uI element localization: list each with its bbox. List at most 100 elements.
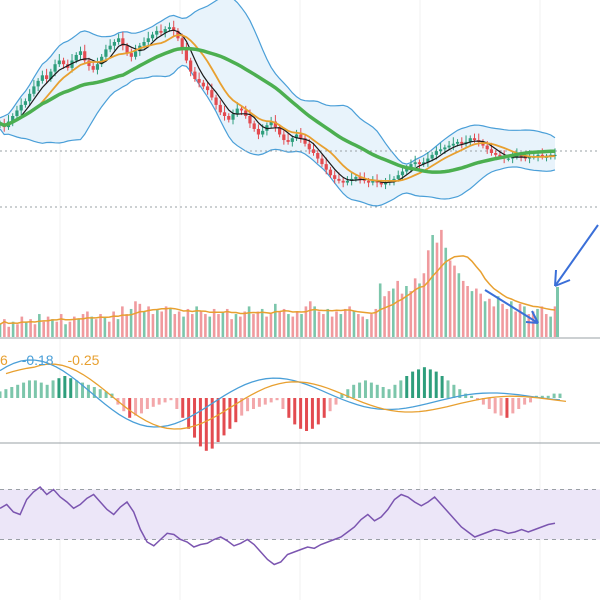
volume-bar	[531, 311, 535, 337]
volume-bar	[46, 316, 50, 337]
candle-body	[328, 169, 333, 176]
volume-bar	[466, 286, 469, 337]
candle-body	[36, 80, 40, 87]
volume-bar	[186, 308, 190, 337]
candle-body	[180, 38, 184, 50]
candle-body	[53, 64, 57, 72]
volume-bar	[116, 319, 120, 337]
macd-hist-bar	[499, 398, 503, 416]
candle-body	[489, 149, 494, 153]
volume-bar	[287, 314, 290, 337]
volume-bar	[164, 306, 168, 337]
volume-bar	[204, 314, 207, 337]
candle-body	[261, 130, 265, 135]
candle-body	[536, 154, 540, 157]
candle-body	[121, 38, 125, 46]
volume-bar	[103, 316, 107, 337]
volume-bar	[173, 314, 177, 337]
volume-bar	[326, 308, 330, 337]
volume-bar	[55, 321, 59, 337]
ma-medium-line	[0, 34, 556, 182]
volume-bar	[169, 308, 172, 337]
candle-body	[129, 53, 133, 57]
macd-hist-bar	[358, 382, 362, 398]
volume-bar	[330, 316, 334, 337]
candle-body	[447, 145, 451, 148]
candle-body	[345, 180, 350, 183]
candle-body	[443, 147, 447, 150]
candle-body	[540, 154, 544, 157]
macd-hist-bar	[552, 393, 556, 398]
macd-hist-bar	[281, 398, 285, 409]
volume-bar	[81, 314, 85, 337]
volume-bar	[505, 308, 509, 337]
macd-hist-bar	[505, 398, 509, 418]
volume-bar	[112, 311, 115, 337]
macd-hist-bar	[411, 371, 415, 398]
volume-bar	[400, 293, 404, 337]
volume-bar	[496, 296, 500, 337]
candle-body	[91, 66, 95, 70]
macd-hist-bar	[328, 398, 332, 412]
candle-body	[472, 138, 477, 141]
volume-bar	[260, 308, 264, 337]
candle-body	[256, 128, 261, 135]
macd-hist-bar	[128, 398, 132, 418]
macd-hist-bar	[299, 398, 303, 429]
candle-body	[235, 108, 239, 115]
candle-body	[218, 104, 222, 113]
volume-bar	[99, 314, 102, 337]
volume-bar	[7, 326, 11, 337]
signal-line	[5, 363, 567, 430]
candle-body	[87, 60, 91, 67]
candle-body	[252, 123, 256, 129]
candle-body	[430, 154, 434, 159]
volume-bar	[195, 306, 198, 337]
volume-bar	[225, 308, 229, 337]
macd-hist-bar	[151, 398, 155, 407]
volume-bar	[3, 319, 6, 337]
macd-hist-bar	[540, 395, 544, 398]
volume-bar	[269, 314, 273, 337]
candle-body	[460, 141, 464, 144]
volume-bar	[239, 316, 242, 337]
macd-hist-bar	[346, 389, 350, 398]
candle-body	[11, 116, 15, 122]
volume-bar	[94, 319, 98, 337]
volume-bar	[68, 321, 72, 337]
candle-body	[197, 79, 201, 83]
volume-bar	[38, 314, 41, 337]
macd-hist-bar	[39, 382, 43, 398]
volume-bar	[374, 308, 378, 337]
candle-body	[227, 116, 231, 120]
volume-bar	[190, 314, 194, 337]
volume-bar-last	[556, 287, 559, 337]
candle-body	[248, 116, 252, 124]
macd-label-1: 6	[0, 352, 8, 368]
volume-bar	[51, 319, 54, 337]
macd-hist-bar	[417, 369, 421, 398]
candle-body	[133, 51, 138, 57]
candle-body	[519, 154, 523, 157]
macd-hist-bar	[546, 395, 550, 398]
macd-hist-bar	[246, 398, 250, 412]
candle-body	[117, 38, 121, 42]
candle-body	[422, 162, 426, 165]
macd-hist-bar	[257, 398, 261, 407]
macd-hist-bar	[0, 391, 2, 398]
volume-bar	[217, 314, 220, 337]
candle-body	[354, 177, 358, 179]
candle-body	[506, 158, 510, 160]
volume-bar	[243, 311, 247, 337]
macd-hist-bar	[187, 398, 191, 429]
macd-hist-bar	[193, 398, 197, 438]
volume-bar	[523, 306, 526, 337]
macd-hist-bar	[352, 384, 356, 398]
candle-body	[379, 182, 383, 185]
macd-hist-bar	[33, 380, 37, 398]
macd-hist-bar	[157, 398, 161, 405]
candle-body	[282, 134, 286, 141]
volume-bar	[90, 316, 94, 337]
candle-body	[439, 149, 443, 152]
